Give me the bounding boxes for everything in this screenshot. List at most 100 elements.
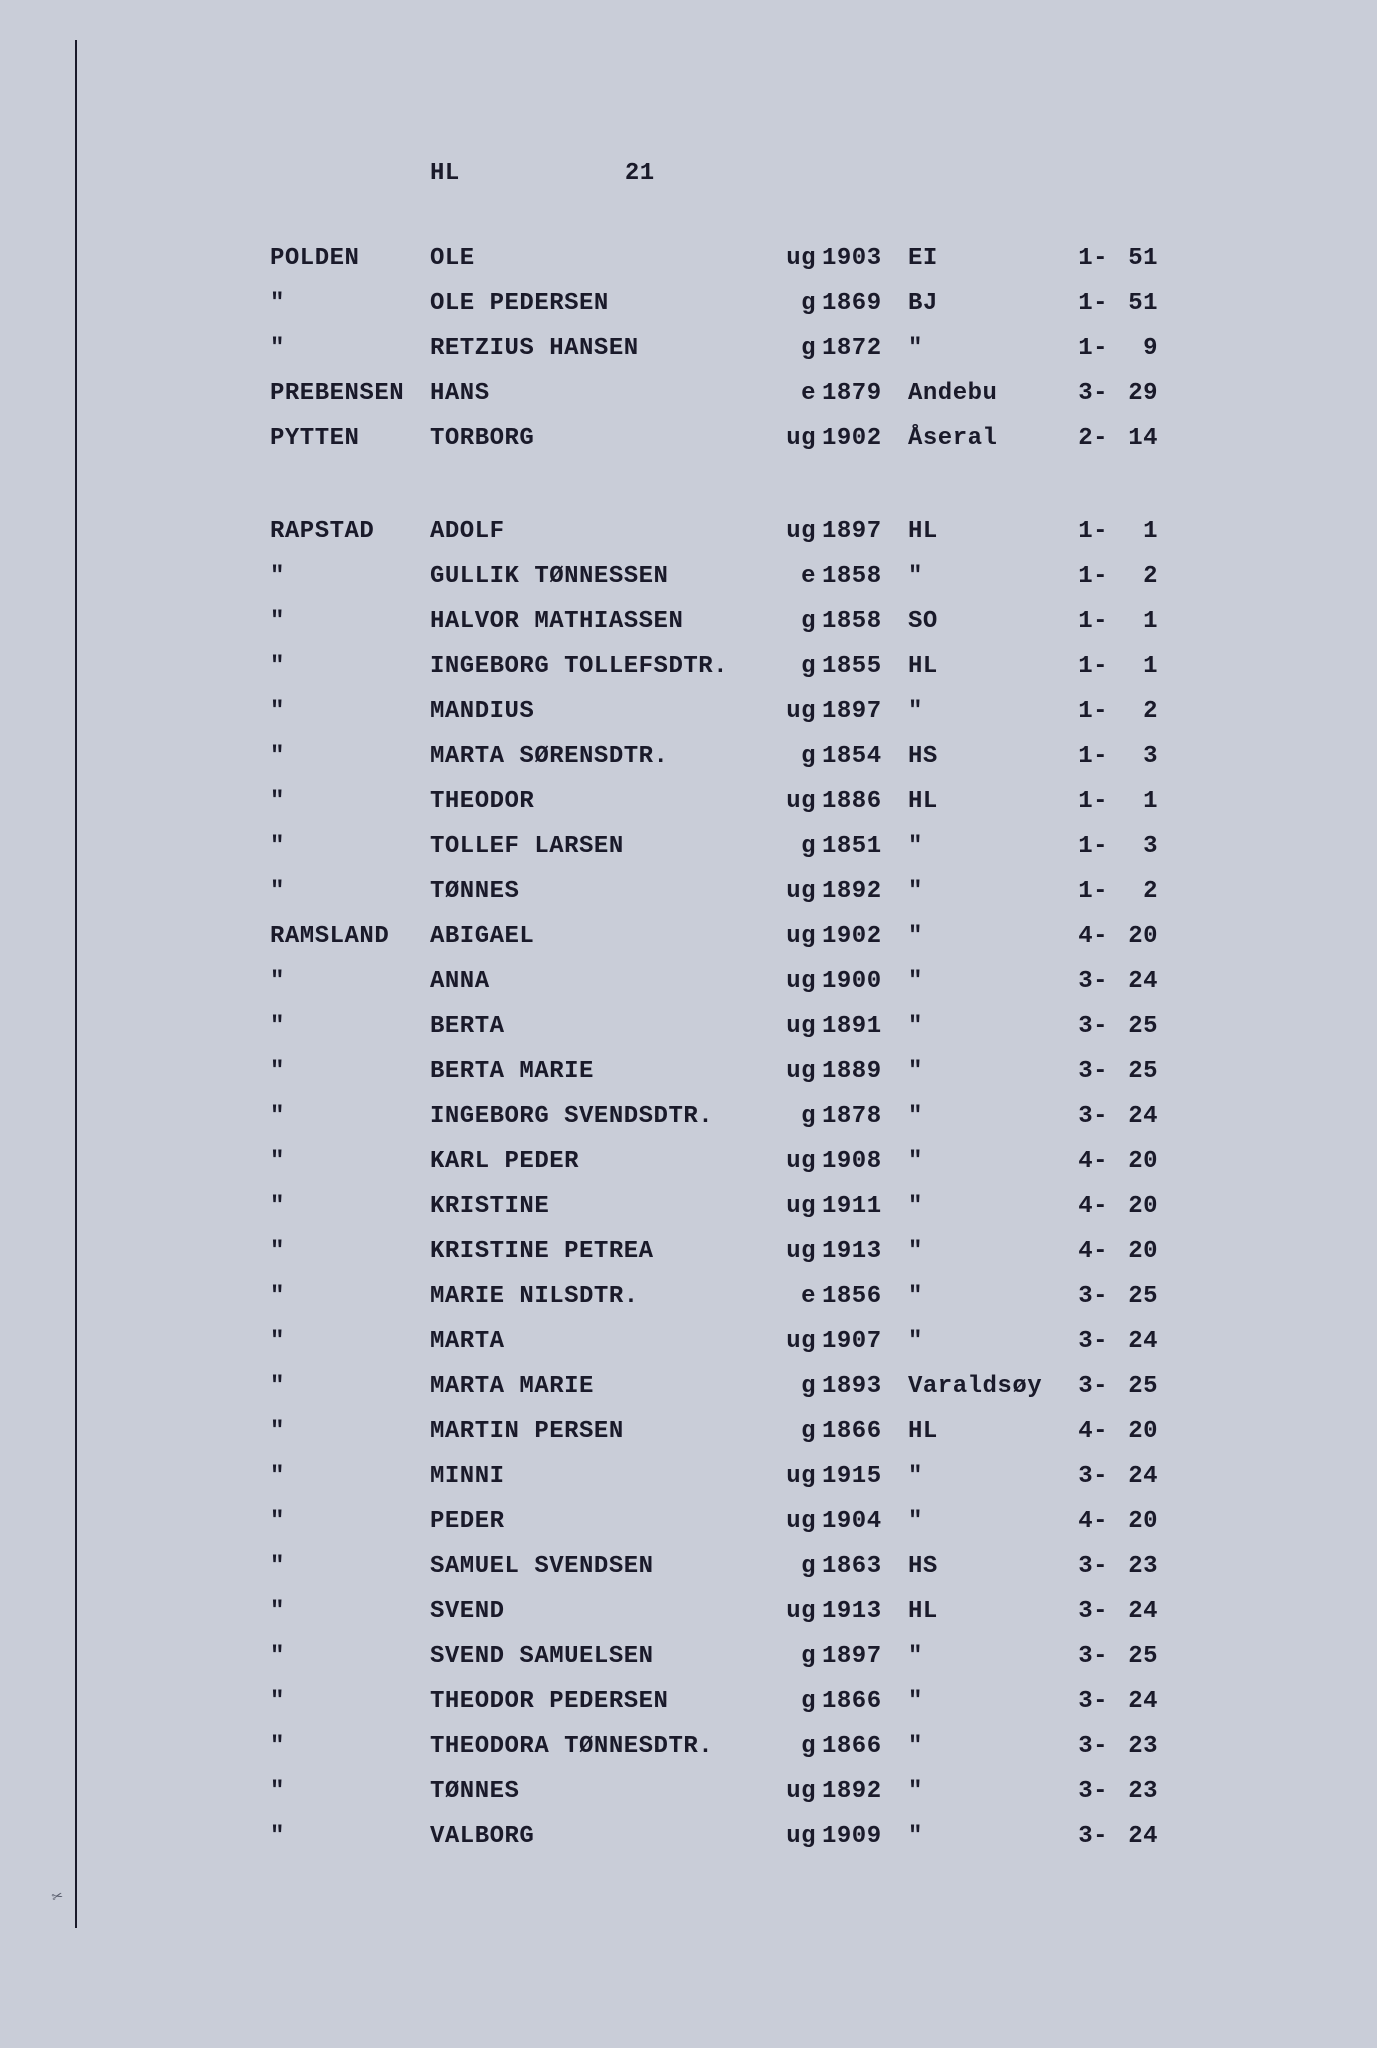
cell-ref2: 3: [1108, 743, 1158, 770]
left-margin-rule: [75, 40, 77, 1928]
cell-place: EI: [908, 245, 1068, 272]
cell-status: ug: [770, 1823, 816, 1850]
cell-status: g: [770, 653, 816, 680]
cell-year: 1915: [822, 1463, 902, 1490]
cell-status: ug: [770, 1238, 816, 1265]
table-row: "ANNAug1900"3-24: [270, 968, 1377, 1013]
cell-ref1: 3-: [1068, 380, 1108, 407]
cell-surname: ": [270, 698, 430, 725]
cell-ref1: 1-: [1068, 788, 1108, 815]
cell-surname: ": [270, 1418, 430, 1445]
cell-ref1: 3-: [1068, 1013, 1108, 1040]
cell-year: 1904: [822, 1508, 902, 1535]
cell-given: MINNI: [430, 1463, 770, 1490]
cell-status: g: [770, 1418, 816, 1445]
table-row: "SVENDug1913HL3-24: [270, 1598, 1377, 1643]
cell-surname: ": [270, 290, 430, 317]
cell-year: 1908: [822, 1148, 902, 1175]
cell-ref2: 25: [1108, 1283, 1158, 1310]
table-row: "SVEND SAMUELSENg1897"3-25: [270, 1643, 1377, 1688]
cell-year: 1889: [822, 1058, 902, 1085]
cell-year: 1903: [822, 245, 902, 272]
table-row: "MARTA SØRENSDTR.g1854HS1-3: [270, 743, 1377, 788]
cell-ref2: 1: [1108, 518, 1158, 545]
cell-surname: PYTTEN: [270, 425, 430, 452]
cell-given: KRISTINE PETREA: [430, 1238, 770, 1265]
cell-year: 1866: [822, 1418, 902, 1445]
cell-place: ": [908, 1103, 1068, 1130]
cell-status: ug: [770, 788, 816, 815]
cell-status: g: [770, 1733, 816, 1760]
cell-year: 1866: [822, 1688, 902, 1715]
cell-place: HL: [908, 1598, 1068, 1625]
cell-status: ug: [770, 1598, 816, 1625]
cell-status: ug: [770, 923, 816, 950]
cell-ref2: 1: [1108, 608, 1158, 635]
cell-surname: ": [270, 1733, 430, 1760]
cell-year: 1858: [822, 563, 902, 590]
cell-place: Varaldsøy: [908, 1373, 1068, 1400]
cell-surname: RAMSLAND: [270, 923, 430, 950]
table-row: "INGEBORG TOLLEFSDTR.g1855HL1-1: [270, 653, 1377, 698]
cell-year: 1866: [822, 1733, 902, 1760]
cell-year: 1856: [822, 1283, 902, 1310]
cell-surname: ": [270, 1283, 430, 1310]
cell-surname: ": [270, 1373, 430, 1400]
cell-ref1: 4-: [1068, 1238, 1108, 1265]
cell-surname: ": [270, 1013, 430, 1040]
cell-year: 1909: [822, 1823, 902, 1850]
cell-ref2: 24: [1108, 1823, 1158, 1850]
cell-status: g: [770, 1553, 816, 1580]
cell-place: ": [908, 1508, 1068, 1535]
cell-place: ": [908, 1463, 1068, 1490]
cell-given: SAMUEL SVENDSEN: [430, 1553, 770, 1580]
cell-surname: RAPSTAD: [270, 518, 430, 545]
table-row: "VALBORGug1909"3-24: [270, 1823, 1377, 1868]
cell-place: ": [908, 1148, 1068, 1175]
cell-ref1: 4-: [1068, 1508, 1108, 1535]
table-row: "HALVOR MATHIASSENg1858SO1-1: [270, 608, 1377, 653]
table-row: "MARIE NILSDTR.e1856"3-25: [270, 1283, 1377, 1328]
cell-year: 1892: [822, 1778, 902, 1805]
cell-given: KRISTINE: [430, 1193, 770, 1220]
cell-year: 1869: [822, 290, 902, 317]
table-row: "KRISTINE PETREAug1913"4-20: [270, 1238, 1377, 1283]
table-row: "THEODOR PEDERSENg1866"3-24: [270, 1688, 1377, 1733]
cell-given: MARTA MARIE: [430, 1373, 770, 1400]
cell-ref2: 25: [1108, 1058, 1158, 1085]
cell-year: 1892: [822, 878, 902, 905]
cell-place: HS: [908, 743, 1068, 770]
cell-place: HL: [908, 1418, 1068, 1445]
table-row: "TØNNESug1892"3-23: [270, 1778, 1377, 1823]
cell-year: 1891: [822, 1013, 902, 1040]
cell-given: SVEND SAMUELSEN: [430, 1643, 770, 1670]
cell-ref1: 1-: [1068, 245, 1108, 272]
cell-ref2: 24: [1108, 1688, 1158, 1715]
cell-year: 1902: [822, 923, 902, 950]
cell-given: BERTA MARIE: [430, 1058, 770, 1085]
cell-ref1: 1-: [1068, 833, 1108, 860]
cell-ref1: 1-: [1068, 608, 1108, 635]
cell-ref1: 4-: [1068, 1148, 1108, 1175]
cell-status: g: [770, 1643, 816, 1670]
cell-ref2: 24: [1108, 1103, 1158, 1130]
cell-ref2: 14: [1108, 425, 1158, 452]
records-table: POLDENOLEug1903EI1-51"OLE PEDERSENg1869B…: [270, 245, 1377, 1868]
cell-surname: ": [270, 968, 430, 995]
cell-ref1: 3-: [1068, 1598, 1108, 1625]
cell-ref2: 25: [1108, 1013, 1158, 1040]
cell-surname: ": [270, 1193, 430, 1220]
cell-given: TØNNES: [430, 878, 770, 905]
cell-place: Åseral: [908, 425, 1068, 452]
cell-ref1: 3-: [1068, 1688, 1108, 1715]
cell-ref1: 4-: [1068, 1418, 1108, 1445]
cell-ref1: 1-: [1068, 698, 1108, 725]
cell-place: SO: [908, 608, 1068, 635]
cell-given: ABIGAEL: [430, 923, 770, 950]
table-row: POLDENOLEug1903EI1-51: [270, 245, 1377, 290]
cell-place: HS: [908, 1553, 1068, 1580]
cell-place: ": [908, 968, 1068, 995]
table-row: "KARL PEDERug1908"4-20: [270, 1148, 1377, 1193]
cell-place: ": [908, 1328, 1068, 1355]
cell-ref1: 3-: [1068, 968, 1108, 995]
